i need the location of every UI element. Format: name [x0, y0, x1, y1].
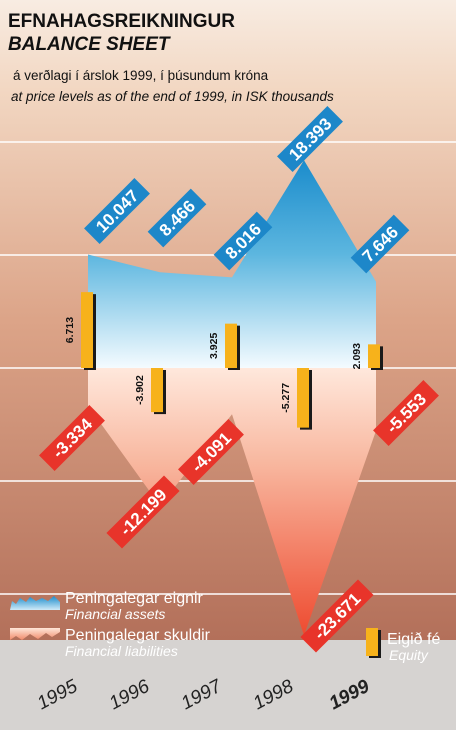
asset-value-label-box: [277, 106, 343, 172]
equity-value-label: 2.093: [351, 343, 363, 369]
liability-value-label-box: [300, 579, 374, 653]
legend-liabilities-label: Peningalegar skuldir: [65, 627, 211, 644]
equity-bar: [151, 368, 163, 413]
financial-liabilities-area: [88, 368, 376, 636]
legend-liabilities-label-en: Financial liabilities: [65, 643, 178, 659]
legend-equity-swatch: [366, 628, 378, 656]
equity-bars: 6.713 -3.902 3.925 -5.277 2.093: [64, 292, 383, 430]
equity-bar: [81, 292, 93, 368]
legend-assets-label-en: Financial assets: [65, 606, 165, 622]
legend-assets-swatch: [10, 596, 60, 610]
legend: Peningalegar eignir Financial assets Pen…: [10, 590, 440, 663]
equity-value-label: -5.277: [280, 383, 292, 413]
equity-bar: [297, 368, 309, 428]
legend-assets-label: Peningalegar eignir: [65, 590, 204, 607]
liability-value-label-box: [39, 405, 105, 471]
liability-value-label-box: [178, 419, 244, 485]
equity-bar: [368, 344, 380, 368]
chart-subtitle-en: at price levels as of the end of 1999, i…: [11, 89, 334, 104]
asset-value-label-box: [84, 178, 150, 244]
equity-value-label: -3.902: [134, 375, 146, 405]
asset-value-label: 7.646: [350, 214, 410, 274]
chart-subtitle: á verðlagi í árslok 1999, í þúsundum kró…: [13, 68, 269, 83]
equity-bar: [225, 323, 237, 368]
chart-title-en: BALANCE SHEET: [8, 34, 171, 55]
liability-value-label-box: [373, 380, 439, 446]
liability-value-label-box: [106, 475, 180, 549]
asset-value-label-box: [213, 211, 273, 271]
asset-value-label-box: [350, 214, 410, 274]
financial-assets-area: [88, 160, 376, 368]
chart-title: EFNAHAGSREIKNINGUR: [8, 11, 235, 32]
legend-liabilities-swatch: [10, 628, 60, 640]
legend-equity-label: Eigið fé: [387, 631, 440, 648]
equity-value-label: 6.713: [64, 317, 76, 343]
legend-equity-label-en: Equity: [389, 647, 429, 663]
asset-value-label-box: [147, 188, 207, 248]
equity-value-label: 3.925: [208, 333, 220, 359]
